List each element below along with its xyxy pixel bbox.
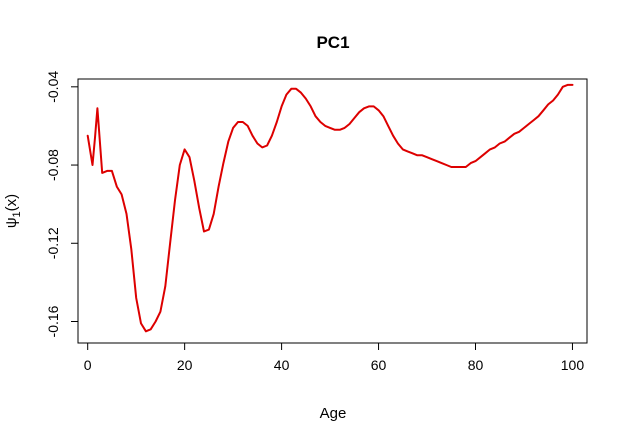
x-tick-label: 100 [561, 357, 585, 373]
y-tick-label: -0.08 [45, 149, 61, 181]
series-line [86, 83, 574, 333]
x-tick-label: 20 [177, 357, 193, 373]
x-axis-label: Age [320, 405, 347, 422]
y-axis-label-tail: (x) [3, 194, 20, 212]
plot-frame [77, 78, 588, 344]
y-axis-label-subscript: 1 [11, 211, 23, 217]
series-layer [86, 83, 574, 333]
x-axis: 0 20 40 60 80 100 [84, 343, 585, 373]
x-tick-label: 40 [274, 357, 290, 373]
y-tick-label: -0.04 [45, 71, 61, 103]
y-tick-label: -0.12 [45, 227, 61, 259]
x-tick-label: 0 [84, 357, 92, 373]
y-axis-label-main: ψ [3, 217, 20, 228]
x-tick-label: 80 [468, 357, 484, 373]
y-axis-label: ψ1(x) [3, 194, 23, 228]
x-tick-label: 60 [371, 357, 387, 373]
chart-title: PC1 [316, 33, 349, 52]
y-tick-label: -0.16 [45, 305, 61, 337]
y-axis: -0.16 -0.12 -0.08 -0.04 [45, 71, 78, 337]
